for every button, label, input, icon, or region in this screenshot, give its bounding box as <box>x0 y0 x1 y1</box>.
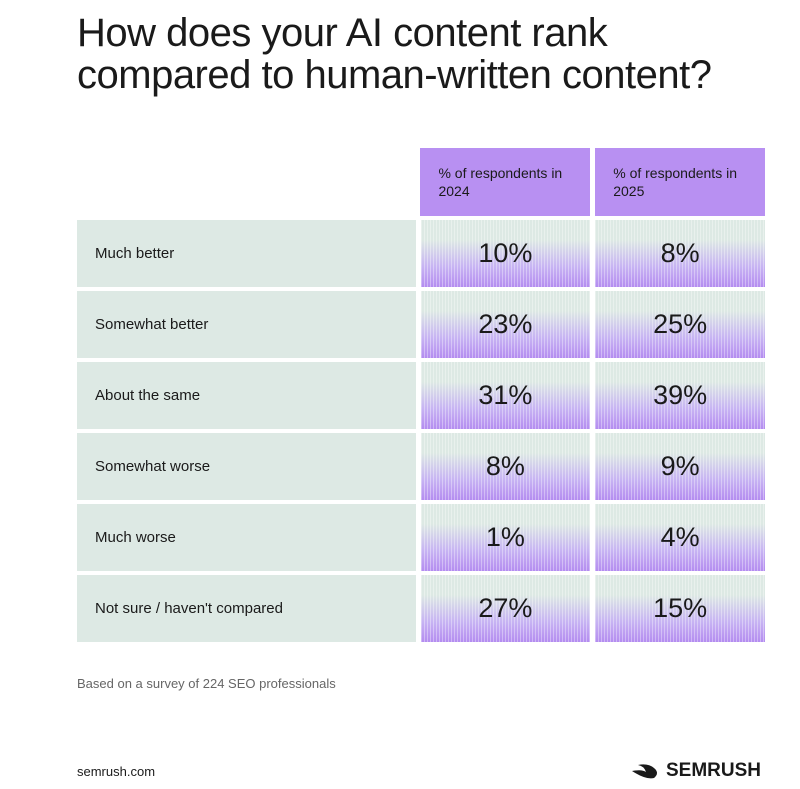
table-row: Somewhat better 23% 25% <box>77 291 766 358</box>
site-link: semrush.com <box>77 764 156 779</box>
cell: 39% <box>595 362 766 429</box>
cell: 4% <box>595 504 766 571</box>
row-label: Much better <box>77 220 416 287</box>
cell: 31% <box>420 362 591 429</box>
brand-logo: SEMRUSH <box>632 760 761 782</box>
row-label: Much worse <box>77 504 416 571</box>
table-row: About the same 31% 39% <box>77 362 766 429</box>
cell: 25% <box>595 291 766 358</box>
table-row: Much worse 1% 4% <box>77 504 766 571</box>
row-label: About the same <box>77 362 416 429</box>
cell: 15% <box>595 575 766 642</box>
cell: 23% <box>420 291 591 358</box>
table-row: Somewhat worse 8% 9% <box>77 433 766 500</box>
logo-icon <box>632 764 657 779</box>
table: % of respondents in 2024 % of respondent… <box>77 148 766 646</box>
cell: 9% <box>595 433 766 500</box>
row-label: Somewhat better <box>77 291 416 358</box>
table-row: Much better 10% 8% <box>77 220 766 287</box>
row-label: Somewhat worse <box>77 433 416 500</box>
cell: 1% <box>420 504 591 571</box>
title: How does your AI content rank compared t… <box>77 11 712 97</box>
cell: 8% <box>595 220 766 287</box>
cell: 27% <box>420 575 591 642</box>
column-header: % of respondents in 2024 <box>420 148 591 216</box>
brand-name: SEMRUSH <box>666 760 762 781</box>
header-row: % of respondents in 2024 % of respondent… <box>77 148 765 216</box>
cell: 8% <box>420 433 591 500</box>
table-row: Not sure / haven't compared 27% 15% <box>77 575 766 642</box>
row-label: Not sure / haven't compared <box>77 575 416 642</box>
cell: 10% <box>420 220 591 287</box>
footnote: Based on a survey of 224 SEO professiona… <box>77 676 336 691</box>
column-header: % of respondents in 2025 <box>595 148 765 216</box>
